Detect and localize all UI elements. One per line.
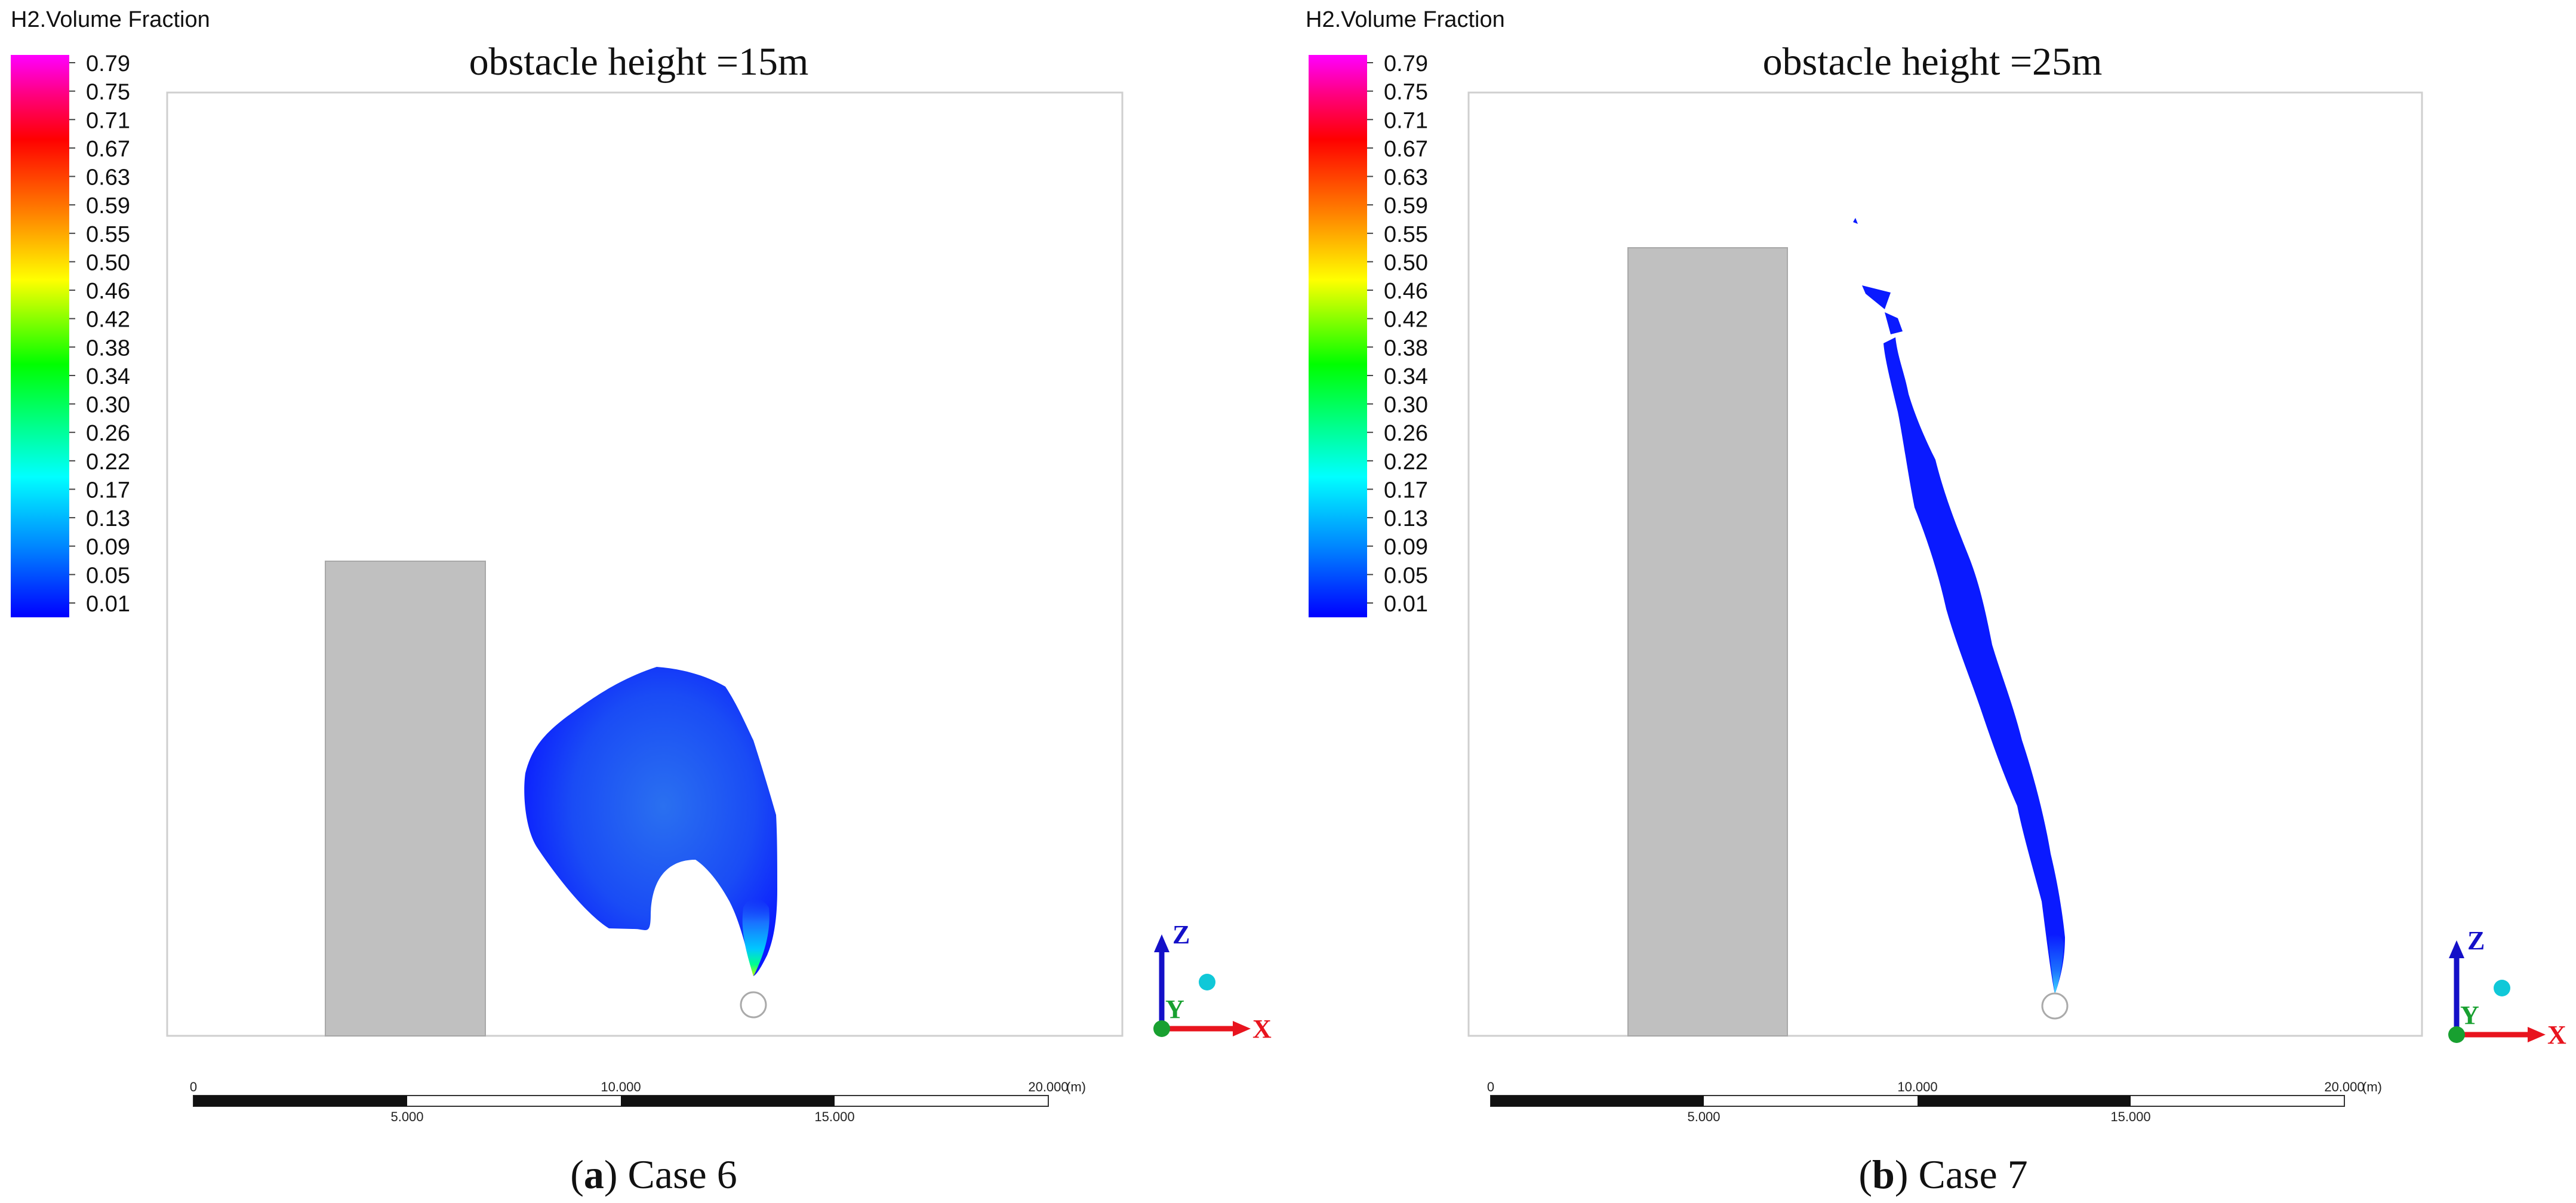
panel-title: obstacle height =25m	[1763, 40, 2103, 84]
scale-label-10: 10.000	[1897, 1079, 1937, 1094]
colorbar-tick-label: 0.09	[86, 535, 130, 560]
colorbar-tick-label: 0.05	[1384, 563, 1428, 588]
colorbar-tick-label: 0.01	[86, 592, 130, 617]
y-axis-label: Y	[2460, 1001, 2479, 1030]
colorbar-ticks: 0.79 0.75 0.71 0.67 0.63 0.59 0.55 0.50 0.46 0.42…	[1367, 51, 1428, 617]
plume-fragment	[1862, 285, 1891, 309]
colorbar-tick-label: 0.71	[86, 108, 130, 133]
colorbar-tick-label: 0.38	[1384, 336, 1428, 361]
colorbar-tick-label: 0.38	[86, 336, 130, 361]
colorbar-tick-label: 0.63	[86, 165, 130, 190]
x-axis-label: X	[2547, 1020, 2566, 1050]
colorbar-tick-label: 0.01	[1384, 592, 1428, 617]
colorbar-tick-label: 0.30	[1384, 393, 1428, 418]
colorbar-tick-label: 0.79	[1384, 51, 1428, 76]
scale-label-20: 20.000	[2324, 1079, 2364, 1094]
colorbar-tick-label: 0.26	[1384, 421, 1428, 446]
scale-bar: 0 10.000 20.000 (m) 5.000 15.000	[1487, 1079, 2382, 1124]
colorbar-tick-label: 0.79	[86, 51, 130, 76]
colorbar-tick-label: 0.17	[1384, 478, 1428, 503]
obstacle	[1627, 247, 1788, 1036]
colorbar-tick-label: 0.30	[86, 393, 130, 418]
colorbar-tick-label: 0.71	[1384, 108, 1428, 133]
colorbar-tick-label: 0.26	[86, 421, 130, 446]
leak-source-marker	[2041, 992, 2069, 1020]
colorbar-tick-label: 0.13	[1384, 506, 1428, 531]
scale-label-0: 0	[190, 1079, 197, 1094]
colorbar-tick-label: 0.34	[1384, 364, 1428, 389]
colorbar-ticks: 0.79 0.75 0.71 0.67 0.63 0.59 0.55 0.50 0.46 0.42…	[69, 51, 130, 617]
leak-source-marker	[740, 991, 767, 1019]
colorbar-tick-label: 0.09	[1384, 535, 1428, 560]
panel-caption: (a) Case 6	[570, 1152, 737, 1197]
case-7-figure: H2.Volume Fraction 0.790.750.710.670.630…	[1306, 7, 2566, 1197]
z-axis-label: Z	[2467, 926, 2485, 955]
z-axis-label: Z	[1172, 920, 1190, 949]
scale-bar: 0 10.000 20.000 (m) 5.000 15.000	[190, 1079, 1086, 1124]
colorbar-tick-label: 0.67	[86, 137, 130, 162]
scale-unit: (m)	[2362, 1079, 2382, 1094]
scale-label-15: 15.000	[2110, 1109, 2150, 1124]
colorbar-tick-label: 0.50	[1384, 250, 1428, 275]
hydrogen-plume	[1883, 337, 2065, 994]
colorbar-tick-label: 0.42	[1384, 307, 1428, 333]
colorbar-tick-label: 0.22	[86, 450, 130, 475]
colorbar-tick-label: 0.75	[86, 80, 130, 105]
panel-caption: (b) Case 7	[1858, 1152, 2027, 1197]
y-axis-dot	[1153, 1020, 1170, 1037]
scale-label-0: 0	[1487, 1079, 1494, 1094]
colorbar-tick-label: 0.55	[86, 222, 130, 247]
colorbar-tick-label: 0.46	[1384, 279, 1428, 304]
panel-case-6: H2.Volume Fraction 0.79 0.75 0.71 0.67 0.63 0…	[11, 7, 1272, 1197]
colorbar-tick-label: 0.34	[86, 364, 130, 389]
scale-unit: (m)	[1066, 1079, 1086, 1094]
colorbar-tick-label: 0.50	[86, 250, 130, 275]
colorbar-tick-label: 0.63	[1384, 165, 1428, 190]
panel-case-7: H2.Volume Fraction 0.79 0.75 0.71 0.67 0.63 0…	[1288, 0, 2575, 1203]
colorbar-gradient	[11, 55, 69, 617]
scale-label-15: 15.000	[814, 1109, 854, 1124]
hydrogen-plume	[524, 667, 777, 976]
x-axis-label: X	[1252, 1014, 1272, 1044]
hydrogen-jet-core	[2048, 934, 2064, 994]
triad-view-sphere	[1199, 974, 1215, 990]
colorbar-tick-label: 0.13	[86, 506, 130, 531]
scale-label-10: 10.000	[601, 1079, 641, 1094]
colorbar-title: H2.Volume Fraction	[1306, 7, 1505, 32]
plume-fragment	[1853, 218, 1858, 224]
case-6-figure: H2.Volume Fraction 0.790.750.710.670.630…	[11, 7, 1272, 1197]
panel-title: obstacle height =15m	[469, 40, 809, 84]
colorbar-tick-label: 0.17	[86, 478, 130, 503]
colorbar-tick-label: 0.46	[86, 279, 130, 304]
hydrogen-jet-core	[742, 899, 770, 976]
colorbar-tick-label: 0.75	[1384, 80, 1428, 105]
y-axis-dot	[2448, 1026, 2465, 1043]
axis-triad: Z Y X	[1153, 920, 1272, 1044]
scale-label-20: 20.000	[1028, 1079, 1068, 1094]
y-axis-label: Y	[1165, 995, 1184, 1024]
triad-view-sphere	[2494, 980, 2510, 996]
scale-label-5: 5.000	[390, 1109, 423, 1124]
colorbar-tick-label: 0.42	[86, 307, 130, 333]
colorbar-title: H2.Volume Fraction	[11, 7, 210, 32]
scale-label-5: 5.000	[1687, 1109, 1720, 1124]
colorbar-tick-label: 0.22	[1384, 450, 1428, 475]
colorbar-tick-label: 0.67	[1384, 137, 1428, 162]
colorbar-tick-label: 0.59	[1384, 193, 1428, 219]
plume-fragment	[1885, 312, 1903, 334]
colorbar-tick-label: 0.59	[86, 193, 130, 219]
colorbar-tick-label: 0.55	[1384, 222, 1428, 247]
obstacle	[325, 561, 486, 1036]
colorbar-gradient	[1309, 55, 1367, 617]
axis-triad: Z Y X	[2448, 926, 2566, 1050]
colorbar-tick-label: 0.05	[86, 563, 130, 588]
